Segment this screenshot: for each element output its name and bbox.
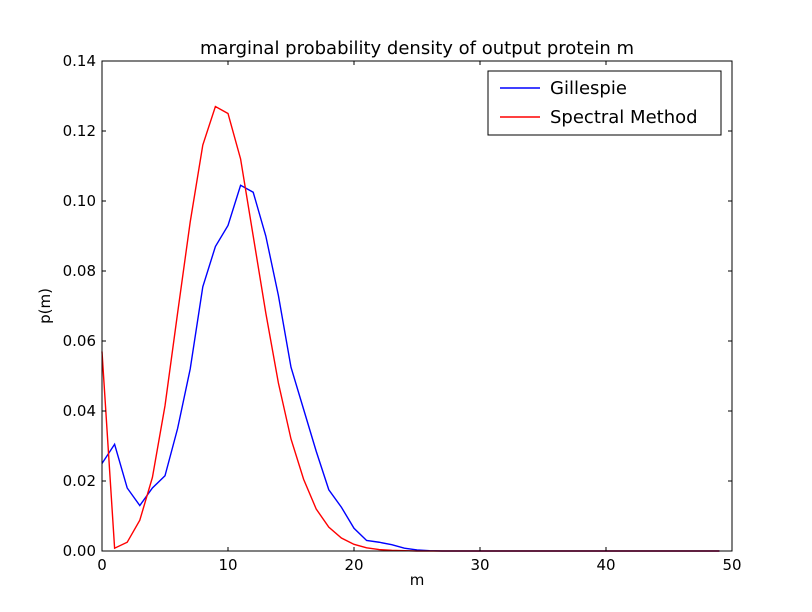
legend-label-gillespie: Gillespie <box>550 78 627 99</box>
y-tick-label: 0.14 <box>63 52 96 70</box>
legend-box <box>487 70 722 136</box>
x-tick-label: 30 <box>470 556 489 574</box>
y-tick-label: 0.10 <box>63 192 96 210</box>
y-tick-label: 0.06 <box>63 332 96 350</box>
y-axis-title: p(m) <box>36 288 54 324</box>
x-axis-title: m <box>410 571 425 589</box>
y-tick-label: 0.02 <box>63 472 96 490</box>
x-axis-ticks: 0 10 20 30 40 50 <box>97 61 742 574</box>
y-tick-label: 0.12 <box>63 122 96 140</box>
plot-frame <box>101 60 733 552</box>
legend: Gillespie Spectral Method <box>487 70 722 136</box>
y-tick-label: 0.00 <box>63 542 96 560</box>
y-axis-ticks: 0.00 0.02 0.04 0.06 0.08 0.10 0.12 0.14 <box>63 52 732 560</box>
chart-title: marginal probability density of output p… <box>200 38 634 59</box>
x-tick-label: 40 <box>596 556 615 574</box>
legend-label-spectral-method: Spectral Method <box>550 107 698 128</box>
x-tick-label: 20 <box>344 556 363 574</box>
x-tick-label: 50 <box>722 556 741 574</box>
x-tick-label: 10 <box>218 556 237 574</box>
y-tick-label: 0.08 <box>63 262 96 280</box>
y-tick-label: 0.04 <box>63 402 96 420</box>
x-tick-label: 0 <box>97 556 107 574</box>
